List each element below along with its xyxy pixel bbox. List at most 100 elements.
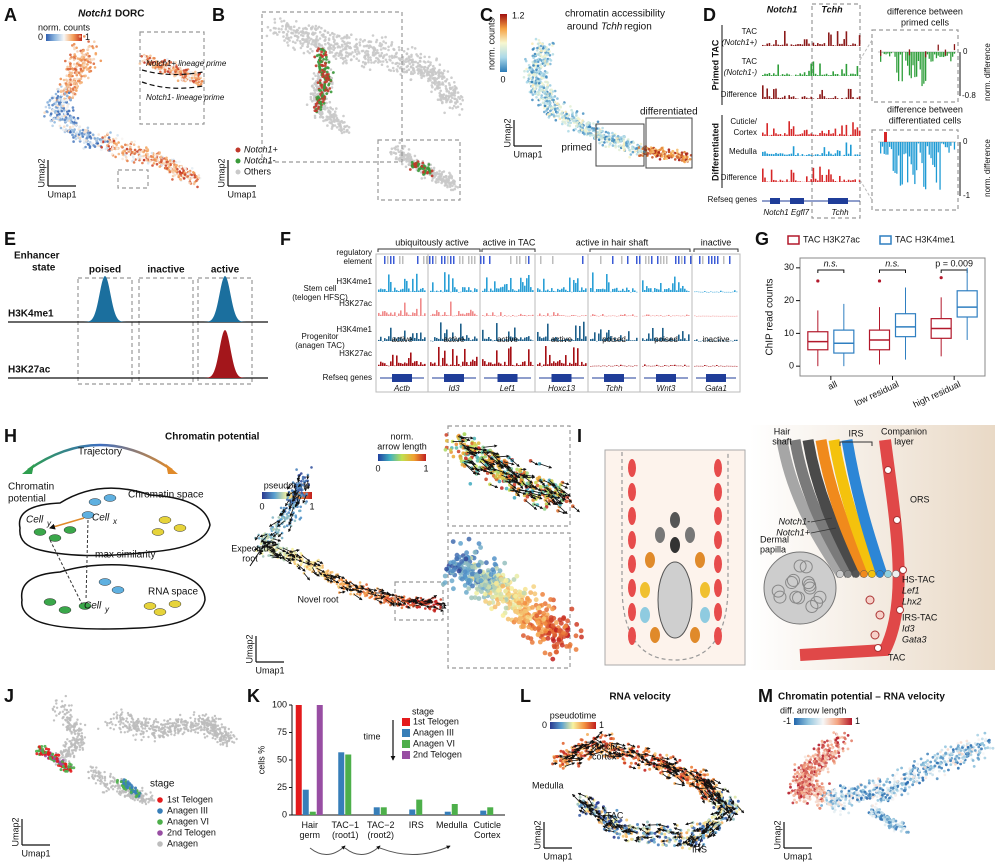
colorbar-tick: 1 xyxy=(309,501,314,511)
box xyxy=(807,331,829,351)
cell xyxy=(143,602,157,610)
track-bar xyxy=(532,340,534,342)
cell-dot xyxy=(321,64,325,68)
track-bar xyxy=(806,129,808,136)
track-bar xyxy=(830,34,832,46)
cell-dot xyxy=(322,49,326,53)
cell-dot xyxy=(391,66,395,70)
track-bar xyxy=(847,75,850,76)
track-bar xyxy=(547,323,549,341)
cell-dot xyxy=(541,42,544,46)
cell-dot xyxy=(380,51,384,55)
cell-dot xyxy=(451,188,455,192)
cell-dot xyxy=(561,116,564,119)
cell-dot xyxy=(420,177,424,180)
cell-dot xyxy=(174,68,178,72)
cell-dot xyxy=(377,61,380,64)
track-bar xyxy=(883,142,885,154)
cell-dot xyxy=(292,25,296,29)
label: element xyxy=(344,257,373,266)
cell-dot xyxy=(420,164,424,168)
track-bar xyxy=(686,365,688,367)
cell-dot xyxy=(429,63,432,66)
track-bar xyxy=(781,44,784,46)
track-bar xyxy=(555,291,557,293)
track-bar xyxy=(823,74,826,76)
cell-dot xyxy=(126,159,129,163)
track-bar xyxy=(658,315,660,317)
cell-dot xyxy=(302,27,305,31)
row-label: H3K4me1 xyxy=(336,325,372,334)
track-bar xyxy=(388,365,390,367)
track-bar xyxy=(541,365,543,367)
cell-dot xyxy=(619,139,623,142)
track-bar xyxy=(801,154,804,156)
cell-dot xyxy=(133,148,137,152)
gene-label: Gata1 xyxy=(705,384,727,393)
cell-dot xyxy=(325,92,329,95)
cell-dot xyxy=(73,53,76,56)
cell-dot xyxy=(174,169,178,173)
track-bar xyxy=(608,282,610,292)
legend-marker xyxy=(235,147,241,153)
track-bar xyxy=(466,312,468,316)
cell-dot xyxy=(546,94,550,97)
track-bar xyxy=(628,315,630,317)
cell-dot xyxy=(446,70,450,73)
cell-dot xyxy=(578,130,581,134)
track-bar xyxy=(714,291,716,293)
track-bar xyxy=(506,365,508,366)
cell-dot xyxy=(444,98,448,101)
track-bar xyxy=(422,339,424,341)
track-bar xyxy=(777,97,779,99)
track-bar xyxy=(686,290,688,292)
track-bar xyxy=(392,291,394,292)
track-bar xyxy=(890,52,893,54)
zoom-box xyxy=(139,31,205,125)
track-bar xyxy=(472,311,474,316)
track-bar xyxy=(854,129,856,136)
cell-dot xyxy=(282,35,285,38)
cell-dot xyxy=(339,129,343,133)
track-bar xyxy=(626,287,628,292)
cell-dot xyxy=(535,71,539,74)
track-bar xyxy=(817,180,819,182)
cell-dot xyxy=(357,59,361,62)
colorbar xyxy=(378,454,426,461)
regulatory-mark xyxy=(519,256,521,264)
track-bar xyxy=(710,291,712,293)
cell-dot xyxy=(367,60,370,64)
cell-dot xyxy=(155,162,159,166)
track-bar xyxy=(847,153,850,156)
track-bar xyxy=(654,365,656,367)
cell-dot xyxy=(261,555,265,558)
gene-body xyxy=(604,374,624,382)
cell-dot xyxy=(173,173,176,177)
cell-dot xyxy=(345,42,348,45)
track-bar xyxy=(590,315,592,317)
track-bar xyxy=(537,364,539,366)
cell-dot xyxy=(639,145,643,149)
cell-dot xyxy=(407,148,411,151)
track-bar xyxy=(430,340,432,342)
cell-dot xyxy=(546,62,550,66)
cell-dot xyxy=(328,33,332,37)
regulatory-mark xyxy=(666,256,668,264)
cell-dot xyxy=(320,50,323,54)
cell-dot xyxy=(542,86,546,89)
track-bar xyxy=(775,180,777,182)
cell-dot xyxy=(395,51,398,55)
track-bar xyxy=(432,313,434,316)
cell-dot xyxy=(51,124,54,128)
cell-dot xyxy=(86,48,90,51)
track-bar xyxy=(420,332,422,341)
annotation: differentiated xyxy=(640,107,698,118)
track-bar xyxy=(830,153,832,156)
track-bar xyxy=(856,154,859,156)
cell-dot xyxy=(327,83,330,87)
track-bar xyxy=(646,286,648,292)
track-bar xyxy=(850,88,852,99)
track-bar xyxy=(510,346,512,366)
track-bar xyxy=(832,154,834,156)
track-bar xyxy=(583,321,585,341)
